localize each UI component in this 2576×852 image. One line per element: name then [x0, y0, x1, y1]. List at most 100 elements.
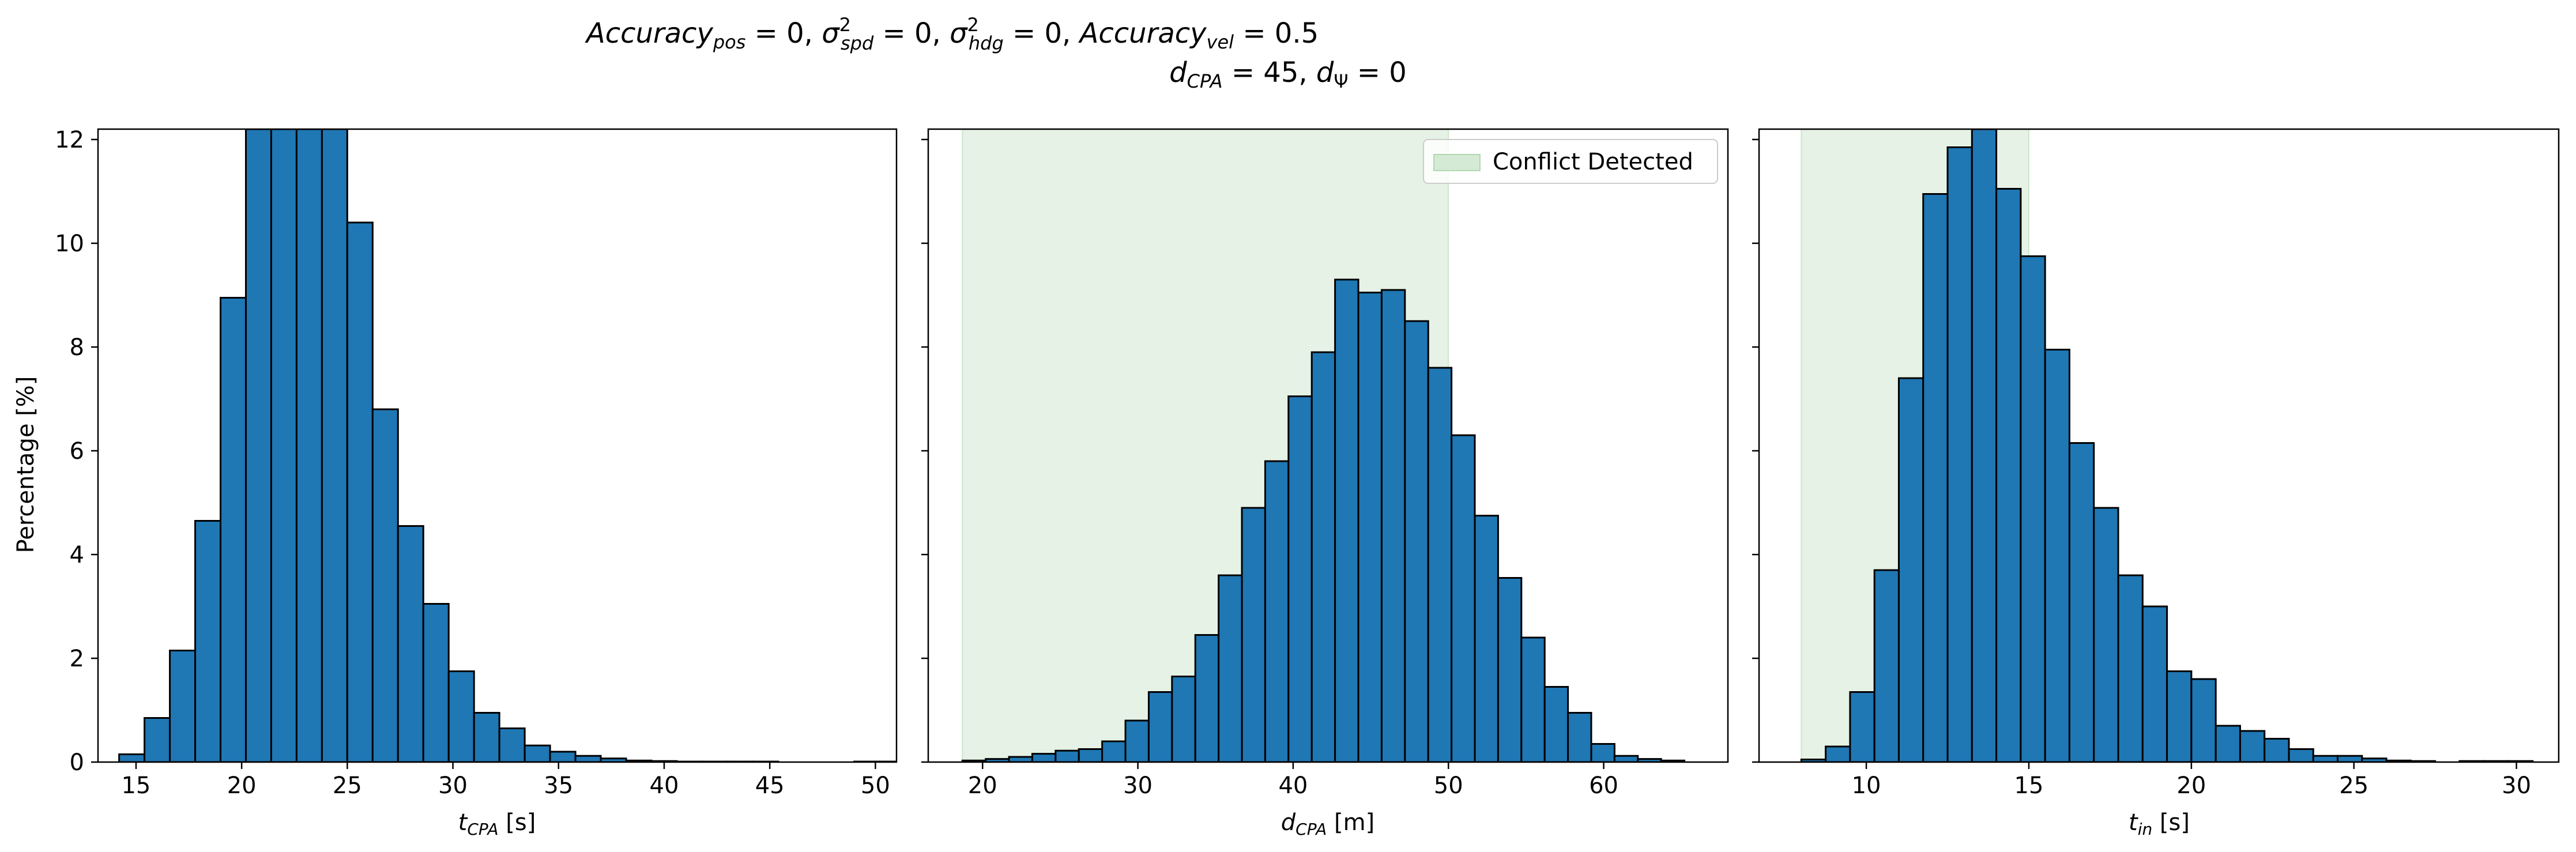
legend-swatch — [1433, 154, 1481, 171]
histogram-bar — [1241, 507, 1266, 762]
histogram-bar — [2337, 755, 2363, 762]
histogram-bar — [220, 297, 247, 762]
histogram-bar — [1995, 188, 2022, 762]
y-axis-label: Percentage [%] — [13, 376, 39, 553]
histogram-bar — [2068, 442, 2095, 762]
y-tick-label: 8 — [70, 334, 84, 361]
panel-t-cpa: 15 20 25 30 35 40 45 50 0 2 4 6 8 10 12 — [55, 127, 898, 799]
histogram-bar — [144, 717, 171, 762]
histogram-bar — [1264, 460, 1290, 762]
histogram-bar — [2117, 574, 2144, 762]
x-tick-label: 10 — [1852, 772, 1881, 799]
x-tick-label: 50 — [861, 772, 890, 799]
figure-title-line-2: dCPA = 45, dΨ = 0 — [1169, 56, 1407, 92]
histogram-bar — [1218, 574, 1243, 762]
histogram-bar — [1520, 636, 1546, 762]
legend-label: Conflict Detected — [1493, 149, 1693, 175]
histogram-bar — [1008, 756, 1033, 762]
histogram-bar — [422, 603, 450, 762]
histogram-bar — [295, 129, 323, 762]
histogram-bar — [1613, 755, 1639, 762]
x-tick-label: 25 — [2339, 772, 2368, 799]
histogram-bar — [498, 727, 526, 762]
axes-frame — [97, 128, 898, 763]
x-tick-label: 15 — [2014, 772, 2044, 799]
histogram-bar — [1334, 278, 1359, 762]
histogram-bar — [2239, 730, 2266, 762]
histogram-bar — [1357, 292, 1383, 762]
histogram-bar — [1660, 759, 1686, 762]
histogram-bar — [1427, 367, 1453, 762]
histogram-bar — [2093, 507, 2119, 762]
histogram-bar — [1194, 634, 1220, 762]
x-tick-label: 30 — [438, 772, 468, 799]
histogram-bar — [1897, 377, 1925, 762]
histogram-bar — [447, 670, 475, 762]
histogram-bar — [1946, 146, 1973, 762]
plot-area — [961, 129, 1686, 762]
legend: Conflict Detected — [1423, 139, 1718, 184]
axes-frame — [927, 128, 1729, 763]
histogram-bar — [346, 221, 374, 762]
histogram-bar — [270, 129, 297, 762]
histogram-bar — [1031, 753, 1057, 762]
x-tick-label: 20 — [227, 772, 257, 799]
histogram-bar — [2264, 738, 2290, 762]
x-tick-label: 20 — [2176, 772, 2206, 799]
histogram-bar — [549, 751, 577, 762]
histogram-bar — [1380, 289, 1406, 762]
histogram-bar — [371, 408, 399, 762]
histogram-bar — [321, 129, 348, 762]
x-tick-label: 25 — [333, 772, 362, 799]
x-tick-label: 50 — [1434, 772, 1463, 799]
plot-area — [1800, 129, 2534, 762]
y-tick-label: 0 — [70, 749, 84, 776]
histogram-bar — [1590, 743, 1615, 762]
histogram-bar — [2190, 678, 2217, 762]
histogram-bar — [1124, 719, 1150, 762]
x-axis-label-t-in: tin [s] — [2129, 809, 2190, 839]
histogram-bar — [1310, 351, 1336, 762]
histogram-bar — [1971, 129, 1998, 762]
histogram-bar — [2141, 605, 2168, 762]
x-tick-label: 30 — [2502, 772, 2531, 799]
histogram-bar — [118, 753, 146, 762]
histogram-bar — [2044, 349, 2070, 762]
x-axis-label-d-cpa: dCPA [m] — [1281, 809, 1374, 839]
histogram-bar — [2312, 755, 2339, 762]
x-tick-label: 40 — [650, 772, 679, 799]
x-tick-label: 45 — [755, 772, 785, 799]
histogram-bar — [1287, 395, 1313, 762]
x-axis-label-t-cpa: tCPA [s] — [458, 809, 536, 839]
x-tick-label: 60 — [1589, 772, 1618, 799]
panel-t-in: 10 15 20 25 30 — [1752, 128, 2560, 799]
x-tick-label: 30 — [1123, 772, 1153, 799]
histogram-bar — [574, 755, 602, 762]
legend-box — [1423, 139, 1718, 184]
y-tick-label: 12 — [55, 127, 84, 153]
panel-d-cpa: 20 30 40 50 60 Conflict Detected — [921, 128, 1729, 799]
histogram-bar — [1404, 320, 1429, 762]
histogram-bar — [169, 650, 197, 762]
histogram-bar — [1147, 691, 1173, 762]
histogram-bar — [1849, 691, 1875, 762]
histogram-bar — [473, 712, 500, 762]
histogram-bar — [1873, 569, 1900, 762]
histogram-bar — [524, 744, 551, 762]
axes-frame — [1758, 128, 2560, 763]
histogram-bar — [1474, 515, 1499, 762]
y-tick-label: 6 — [70, 438, 84, 465]
y-tick-label: 10 — [55, 231, 84, 257]
histogram-bar — [1054, 749, 1080, 762]
histogram-bar — [194, 520, 222, 762]
histogram-bar — [2166, 670, 2193, 762]
x-tick-label: 35 — [544, 772, 573, 799]
histogram-bar — [1922, 193, 1949, 762]
y-tick-label: 4 — [70, 542, 84, 568]
figure-title-line-1: Accuracypos = 0, σ2 spd = 0, σ2 hdg = 0, A… — [585, 14, 1319, 54]
histogram-bar — [1171, 676, 1196, 762]
x-tick-label: 40 — [1278, 772, 1308, 799]
histogram-bar — [2215, 725, 2241, 762]
x-tick-label: 20 — [968, 772, 997, 799]
